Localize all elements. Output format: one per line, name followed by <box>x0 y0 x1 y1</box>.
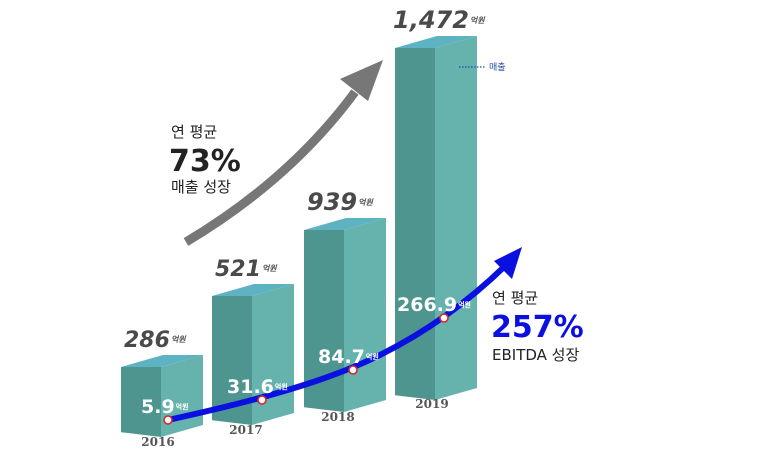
ebitda-label-2016: 5.9억원 <box>141 396 189 418</box>
year-label-2017: 2017 <box>229 423 262 437</box>
revenue-value-2018: 939 <box>307 188 357 216</box>
bar-2019-side <box>435 36 477 400</box>
year-labels-layer: 2016 2017 2018 2019 <box>141 397 448 449</box>
revenue-growth-line1: 연 평균 <box>171 123 217 141</box>
ebitda-point-2017 <box>257 395 267 405</box>
bar-2017-top <box>212 284 294 296</box>
ebitda-growth-arrowhead <box>494 247 522 279</box>
ebitda-point-2019 <box>439 313 449 323</box>
ebitda-value-2016: 5.9 <box>141 396 175 418</box>
ebitda-growth-curve <box>167 263 508 423</box>
revenue-value-2017: 521 <box>215 257 261 282</box>
bar-2018-top <box>304 218 386 230</box>
ebitda-value-2017: 31.6 <box>227 376 274 398</box>
ebitda-growth-value: 257% <box>491 310 584 345</box>
ebitda-unit-2016: 억원 <box>176 402 189 411</box>
revenue-unit-2016: 억원 <box>171 335 187 344</box>
ebitda-unit-2018: 억원 <box>366 352 379 361</box>
ebitda-point-2018 <box>348 365 358 375</box>
revenue-value-2016: 286 <box>124 328 170 353</box>
legend-label: 매출 <box>489 62 506 73</box>
bar-2019-top <box>395 36 477 48</box>
revenue-unit-2018: 억원 <box>358 198 374 207</box>
bar-2018-side <box>344 218 386 412</box>
bar-2016-front <box>121 367 161 437</box>
ebitda-point-2016 <box>163 415 173 425</box>
revenue-growth-value: 73% <box>169 144 241 179</box>
revenue-unit-2019: 억원 <box>470 16 486 25</box>
revenue-growth-arrow <box>183 89 359 246</box>
ebitda-value-2019: 266.9 <box>397 294 457 316</box>
revenue-label-2017: 521억원 <box>215 257 278 282</box>
ebitda-value-2018: 84.7 <box>318 346 365 368</box>
bars-layer <box>121 36 477 437</box>
revenue-label-2018: 939억원 <box>307 188 374 216</box>
ebitda-label-2017: 31.6억원 <box>227 376 288 398</box>
revenue-growth-arrowhead <box>340 60 383 101</box>
revenue-unit-2017: 억원 <box>262 264 278 273</box>
year-label-2019: 2019 <box>415 397 448 411</box>
bar-2019-front <box>395 48 435 400</box>
ebitda-unit-2019: 억원 <box>458 300 471 309</box>
ebitda-unit-2017: 억원 <box>275 382 288 391</box>
ebitda-growth-line3: EBITDA 성장 <box>492 346 579 364</box>
bar-2017 <box>212 284 294 425</box>
ebitda-label-2018: 84.7억원 <box>318 346 379 368</box>
bar-2017-side <box>252 284 294 425</box>
bar-2016-top <box>121 355 203 367</box>
ebitda-label-2019: 266.9억원 <box>397 294 471 316</box>
revenue-label-2019: 1,472억원 <box>393 6 486 34</box>
year-label-2018: 2018 <box>321 410 354 424</box>
revenue-label-2016: 286억원 <box>124 328 187 353</box>
bar-2017-front <box>212 296 252 425</box>
revenue-value-2019: 1,472 <box>393 6 469 34</box>
year-label-2016: 2016 <box>141 435 174 449</box>
ebitda-growth-line1: 연 평균 <box>492 289 538 307</box>
bar-2019 <box>395 36 477 400</box>
bar-2018-front <box>304 230 344 412</box>
revenue-growth-line3: 매출 성장 <box>171 178 231 196</box>
